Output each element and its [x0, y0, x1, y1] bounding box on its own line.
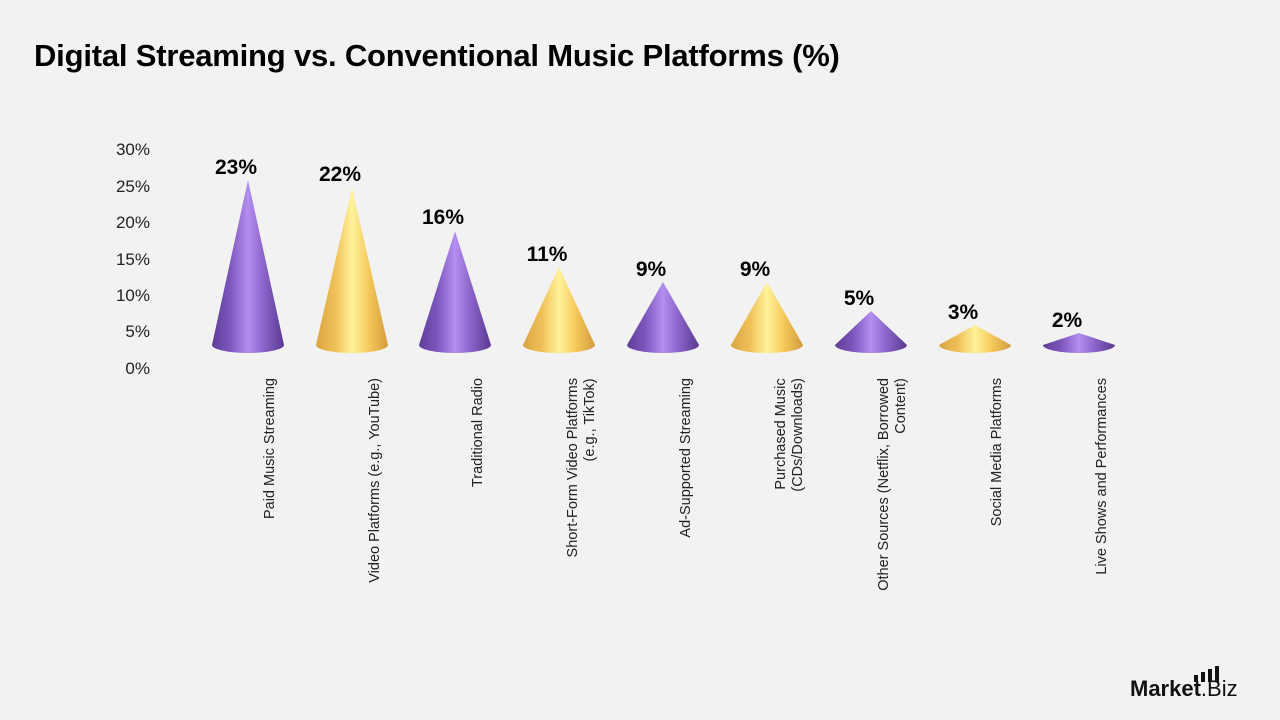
marketbiz-logo: Market.Biz — [1130, 666, 1238, 702]
category-label: Social Media Platforms — [989, 378, 1005, 527]
value-label: 5% — [843, 287, 875, 310]
y-tick-15: 15% — [115, 250, 150, 269]
cone-paid-music-streaming — [212, 180, 284, 353]
value-label: 9% — [739, 258, 771, 281]
value-label: 16% — [421, 206, 465, 229]
logo-text-biz: .Biz — [1200, 676, 1238, 701]
value-label: 2% — [1051, 309, 1083, 332]
y-tick-5: 5% — [125, 322, 150, 341]
cone-short-form-video — [523, 267, 595, 353]
category-label: Paid Music Streaming — [262, 378, 278, 520]
chart-title: Digital Streaming vs. Conventional Music… — [34, 38, 840, 73]
value-label: 23% — [214, 156, 258, 179]
category-label: Traditional Radio — [470, 378, 486, 488]
category-label: Live Shows and Performances — [1094, 378, 1110, 575]
y-tick-0: 0% — [125, 359, 150, 378]
category-label: Short-Form Video Platforms (e.g., TikTok… — [565, 378, 598, 558]
category-label: Video Platforms (e.g., YouTube) — [367, 378, 383, 583]
y-tick-10: 10% — [115, 286, 150, 305]
cone-purchased-music — [731, 282, 803, 353]
value-label: 3% — [947, 301, 979, 324]
cone-other-sources — [835, 311, 907, 353]
y-tick-30: 30% — [115, 140, 150, 159]
value-label: 11% — [526, 243, 568, 266]
cone-ad-supported-streaming — [627, 282, 699, 353]
value-label: 9% — [635, 258, 667, 281]
cone-traditional-radio — [419, 231, 491, 353]
y-tick-20: 20% — [115, 213, 150, 232]
cone-video-platforms — [316, 188, 388, 353]
bar-chart-logo-icon — [1194, 666, 1219, 682]
cone-live-shows — [1043, 333, 1115, 353]
category-label: Other Sources (Netflix, Borrowed Content… — [876, 378, 909, 591]
y-tick-25: 25% — [115, 177, 150, 196]
category-label: Ad-Supported Streaming — [678, 378, 694, 538]
logo-text-market: Market — [1130, 676, 1201, 701]
value-label: 22% — [318, 163, 362, 186]
cone-social-media — [939, 325, 1011, 353]
category-label: Purchased Music (CDs/Downloads) — [773, 378, 806, 492]
